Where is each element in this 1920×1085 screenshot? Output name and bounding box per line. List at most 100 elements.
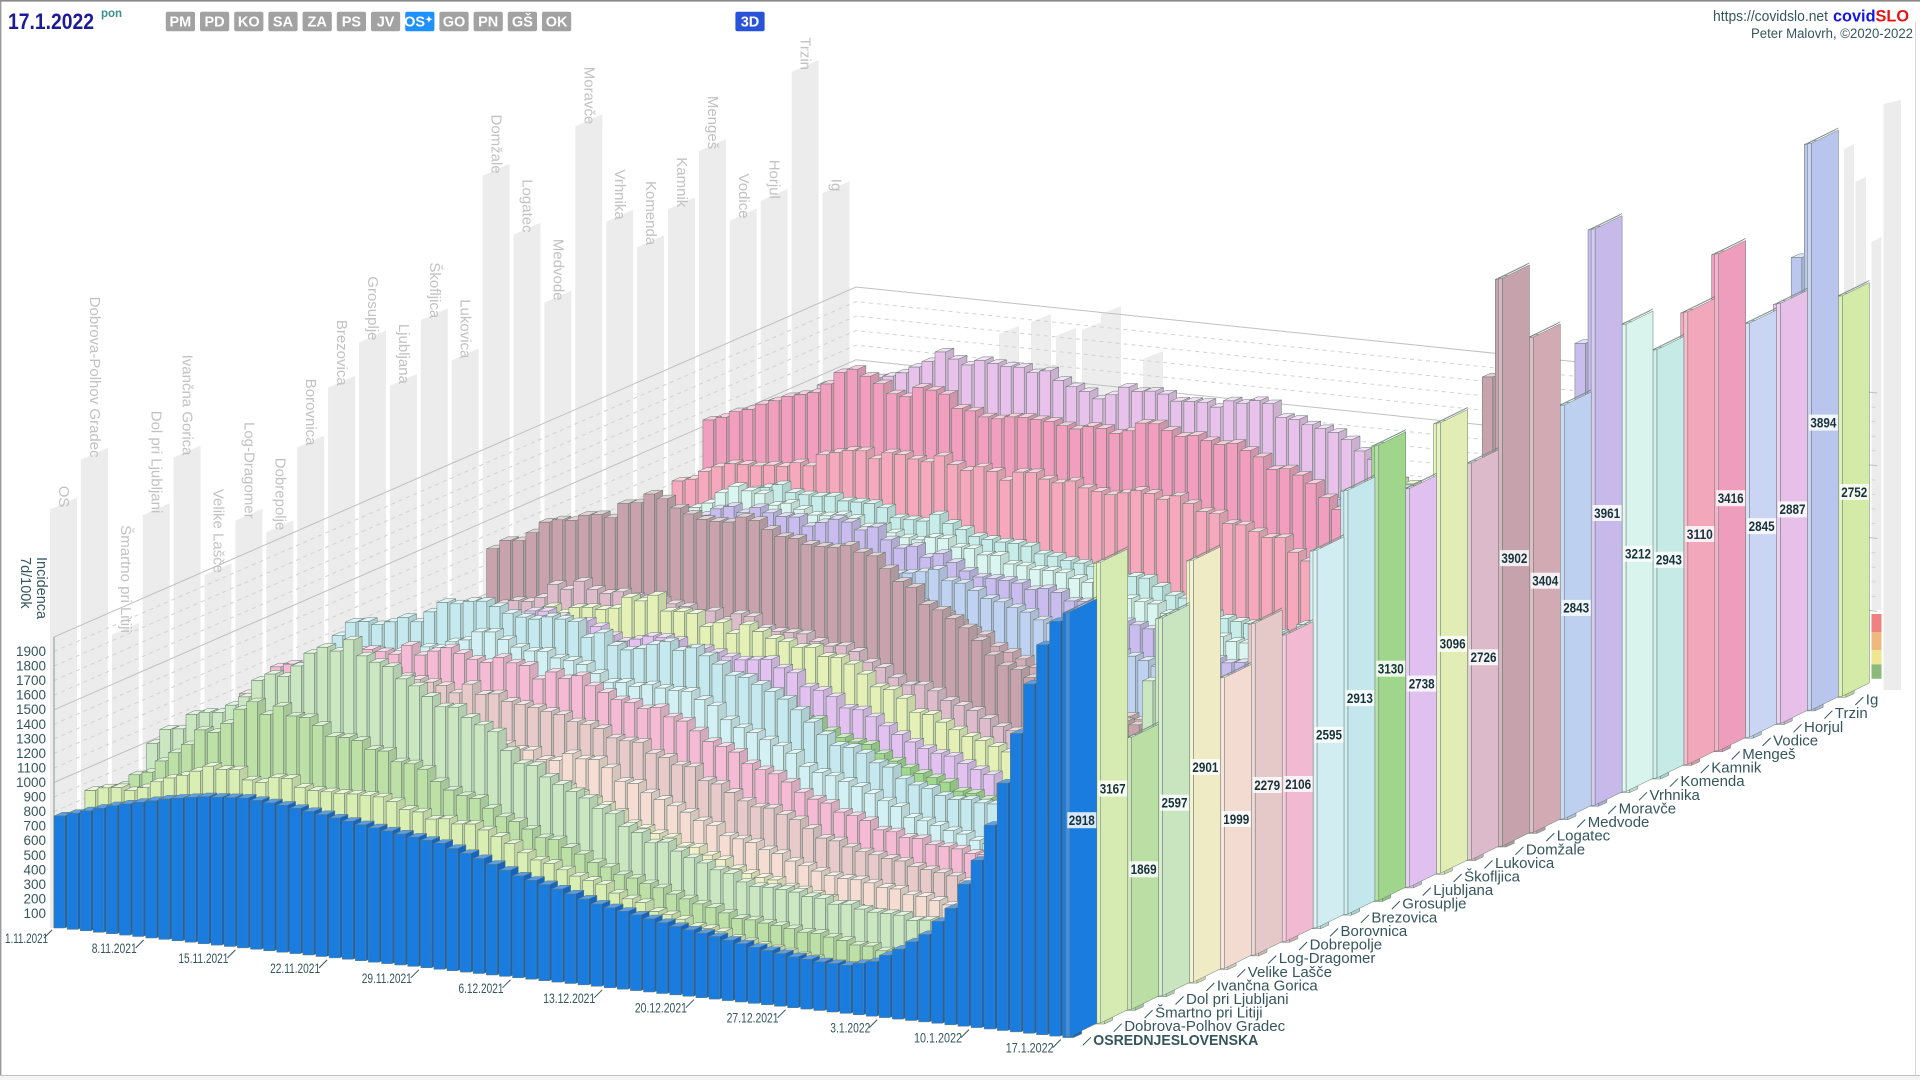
svg-text:Ivančna Gorica: Ivančna Gorica xyxy=(1217,977,1319,994)
svg-text:Grosuplje: Grosuplje xyxy=(1402,896,1466,913)
svg-text:Medvode: Medvode xyxy=(549,239,566,301)
svg-text:15.11.2021: 15.11.2021 xyxy=(178,951,228,966)
svg-text:Dobrova-Polhov Gradec: Dobrova-Polhov Gradec xyxy=(1124,1018,1285,1035)
svg-text:3902: 3902 xyxy=(1501,551,1527,566)
svg-text:PM: PM xyxy=(170,15,192,31)
svg-text:Kamnik: Kamnik xyxy=(673,157,690,208)
svg-text:OSREDNJESLOVENSKA: OSREDNJESLOVENSKA xyxy=(1093,1032,1258,1049)
svg-text:PS: PS xyxy=(342,15,362,31)
svg-text:1900: 1900 xyxy=(16,644,46,659)
svg-text:17.1.2022: 17.1.2022 xyxy=(8,9,94,34)
svg-text:Ivančna Gorica: Ivančna Gorica xyxy=(179,355,196,457)
svg-text:1000: 1000 xyxy=(16,775,46,790)
svg-text:17.1.2022: 17.1.2022 xyxy=(1006,1041,1054,1056)
svg-text:3167: 3167 xyxy=(1100,781,1126,796)
svg-text:200: 200 xyxy=(23,891,46,906)
svg-text:2918: 2918 xyxy=(1069,813,1095,828)
svg-text:2752: 2752 xyxy=(1841,485,1867,500)
svg-text:Domžale: Domžale xyxy=(1526,841,1585,858)
svg-text:Logatec: Logatec xyxy=(519,179,536,233)
svg-text:1999: 1999 xyxy=(1223,812,1249,827)
svg-text:2106: 2106 xyxy=(1285,777,1311,792)
svg-text:2279: 2279 xyxy=(1254,778,1280,793)
svg-text:Ljubljana: Ljubljana xyxy=(1433,882,1494,899)
svg-text:Borovnica: Borovnica xyxy=(1341,923,1408,940)
svg-text:1400: 1400 xyxy=(16,717,46,732)
svg-text:Trzin: Trzin xyxy=(797,37,814,70)
svg-text:Mengeš: Mengeš xyxy=(704,96,721,149)
svg-text:3404: 3404 xyxy=(1532,574,1558,589)
svg-text:Dobrepolje: Dobrepolje xyxy=(271,458,288,531)
svg-text:10.1.2022: 10.1.2022 xyxy=(914,1031,962,1046)
svg-text:2726: 2726 xyxy=(1471,650,1497,665)
svg-text:6.12.2021: 6.12.2021 xyxy=(459,981,504,996)
svg-text:27.12.2021: 27.12.2021 xyxy=(727,1011,779,1026)
svg-text:Kamnik: Kamnik xyxy=(1711,760,1762,777)
svg-text:Borovnica: Borovnica xyxy=(302,379,319,446)
svg-text:Ig: Ig xyxy=(1866,692,1879,709)
svg-text:Dol pri Ljubljani: Dol pri Ljubljani xyxy=(1186,991,1289,1008)
svg-text:1100: 1100 xyxy=(17,761,46,776)
svg-text:3096: 3096 xyxy=(1440,637,1466,652)
svg-text:3961: 3961 xyxy=(1594,506,1620,521)
svg-text:Logatec: Logatec xyxy=(1557,828,1611,845)
svg-text:Vodice: Vodice xyxy=(735,174,752,219)
svg-text:600: 600 xyxy=(23,833,46,848)
svg-text:GO: GO xyxy=(443,15,466,31)
svg-text:2887: 2887 xyxy=(1780,502,1806,517)
svg-text:3D: 3D xyxy=(741,15,760,31)
svg-text:3894: 3894 xyxy=(1810,415,1836,430)
svg-text:Domžale: Domžale xyxy=(488,115,505,174)
svg-text:Trzin: Trzin xyxy=(1835,705,1868,722)
svg-text:Horjul: Horjul xyxy=(1804,719,1843,736)
svg-text:800: 800 xyxy=(23,804,46,819)
svg-text:1600: 1600 xyxy=(16,688,46,703)
svg-text:7d/100k: 7d/100k xyxy=(17,557,33,609)
svg-text:1700: 1700 xyxy=(16,673,46,688)
svg-text:2943: 2943 xyxy=(1656,553,1682,568)
svg-text:Komenda: Komenda xyxy=(642,181,659,246)
svg-text:Dol pri Ljubljani: Dol pri Ljubljani xyxy=(148,411,165,514)
svg-text:700: 700 xyxy=(23,819,46,834)
svg-text:1869: 1869 xyxy=(1131,862,1157,877)
svg-text:Moravče: Moravče xyxy=(1619,800,1677,817)
svg-text:Grosuplje: Grosuplje xyxy=(364,276,381,340)
svg-text:OK: OK xyxy=(546,15,568,31)
svg-text:2845: 2845 xyxy=(1749,519,1775,534)
svg-text:Horjul: Horjul xyxy=(766,160,783,199)
svg-text:1.11.2021: 1.11.2021 xyxy=(5,931,48,946)
svg-text:https://covidslo.net: https://covidslo.net xyxy=(1713,8,1829,25)
svg-text:3130: 3130 xyxy=(1378,662,1404,677)
svg-text:Škofljica: Škofljica xyxy=(426,262,443,319)
svg-text:20.12.2021: 20.12.2021 xyxy=(635,1001,687,1016)
svg-text:Ljubljana: Ljubljana xyxy=(395,324,412,385)
svg-text:13.12.2021: 13.12.2021 xyxy=(543,991,595,1006)
svg-text:Lukovica: Lukovica xyxy=(457,299,474,359)
svg-text:Škofljica: Škofljica xyxy=(1464,869,1521,886)
svg-text:1300: 1300 xyxy=(16,731,46,746)
svg-text:Komenda: Komenda xyxy=(1680,773,1745,790)
svg-text:JV: JV xyxy=(377,15,395,31)
svg-text:Lukovica: Lukovica xyxy=(1495,855,1555,872)
svg-text:1200: 1200 xyxy=(16,746,46,761)
svg-text:Ig: Ig xyxy=(828,179,845,192)
svg-text:Log-Dragomer: Log-Dragomer xyxy=(1279,950,1376,967)
svg-text:100: 100 xyxy=(23,906,46,921)
svg-text:Vrhnika: Vrhnika xyxy=(1650,787,1701,804)
svg-text:1800: 1800 xyxy=(16,659,46,674)
svg-text:29.11.2021: 29.11.2021 xyxy=(362,971,412,986)
svg-text:3.1.2022: 3.1.2022 xyxy=(830,1021,870,1036)
svg-text:3416: 3416 xyxy=(1718,491,1744,506)
svg-text:500: 500 xyxy=(23,848,46,863)
svg-text:covidSLO: covidSLO xyxy=(1833,7,1909,26)
svg-text:Velike Lašče: Velike Lašče xyxy=(210,489,227,573)
svg-text:ZA: ZA xyxy=(308,15,328,31)
svg-text:400: 400 xyxy=(23,862,46,877)
svg-text:Brezovica: Brezovica xyxy=(333,320,350,387)
svg-text:Šmartno pri Litiji: Šmartno pri Litiji xyxy=(1155,1005,1263,1022)
svg-text:3110: 3110 xyxy=(1687,527,1713,542)
svg-text:Mengeš: Mengeš xyxy=(1742,746,1795,763)
svg-text:2738: 2738 xyxy=(1409,676,1435,691)
svg-text:Brezovica: Brezovica xyxy=(1371,909,1438,926)
svg-text:Dobrova-Polhov Gradec: Dobrova-Polhov Gradec xyxy=(86,297,103,458)
